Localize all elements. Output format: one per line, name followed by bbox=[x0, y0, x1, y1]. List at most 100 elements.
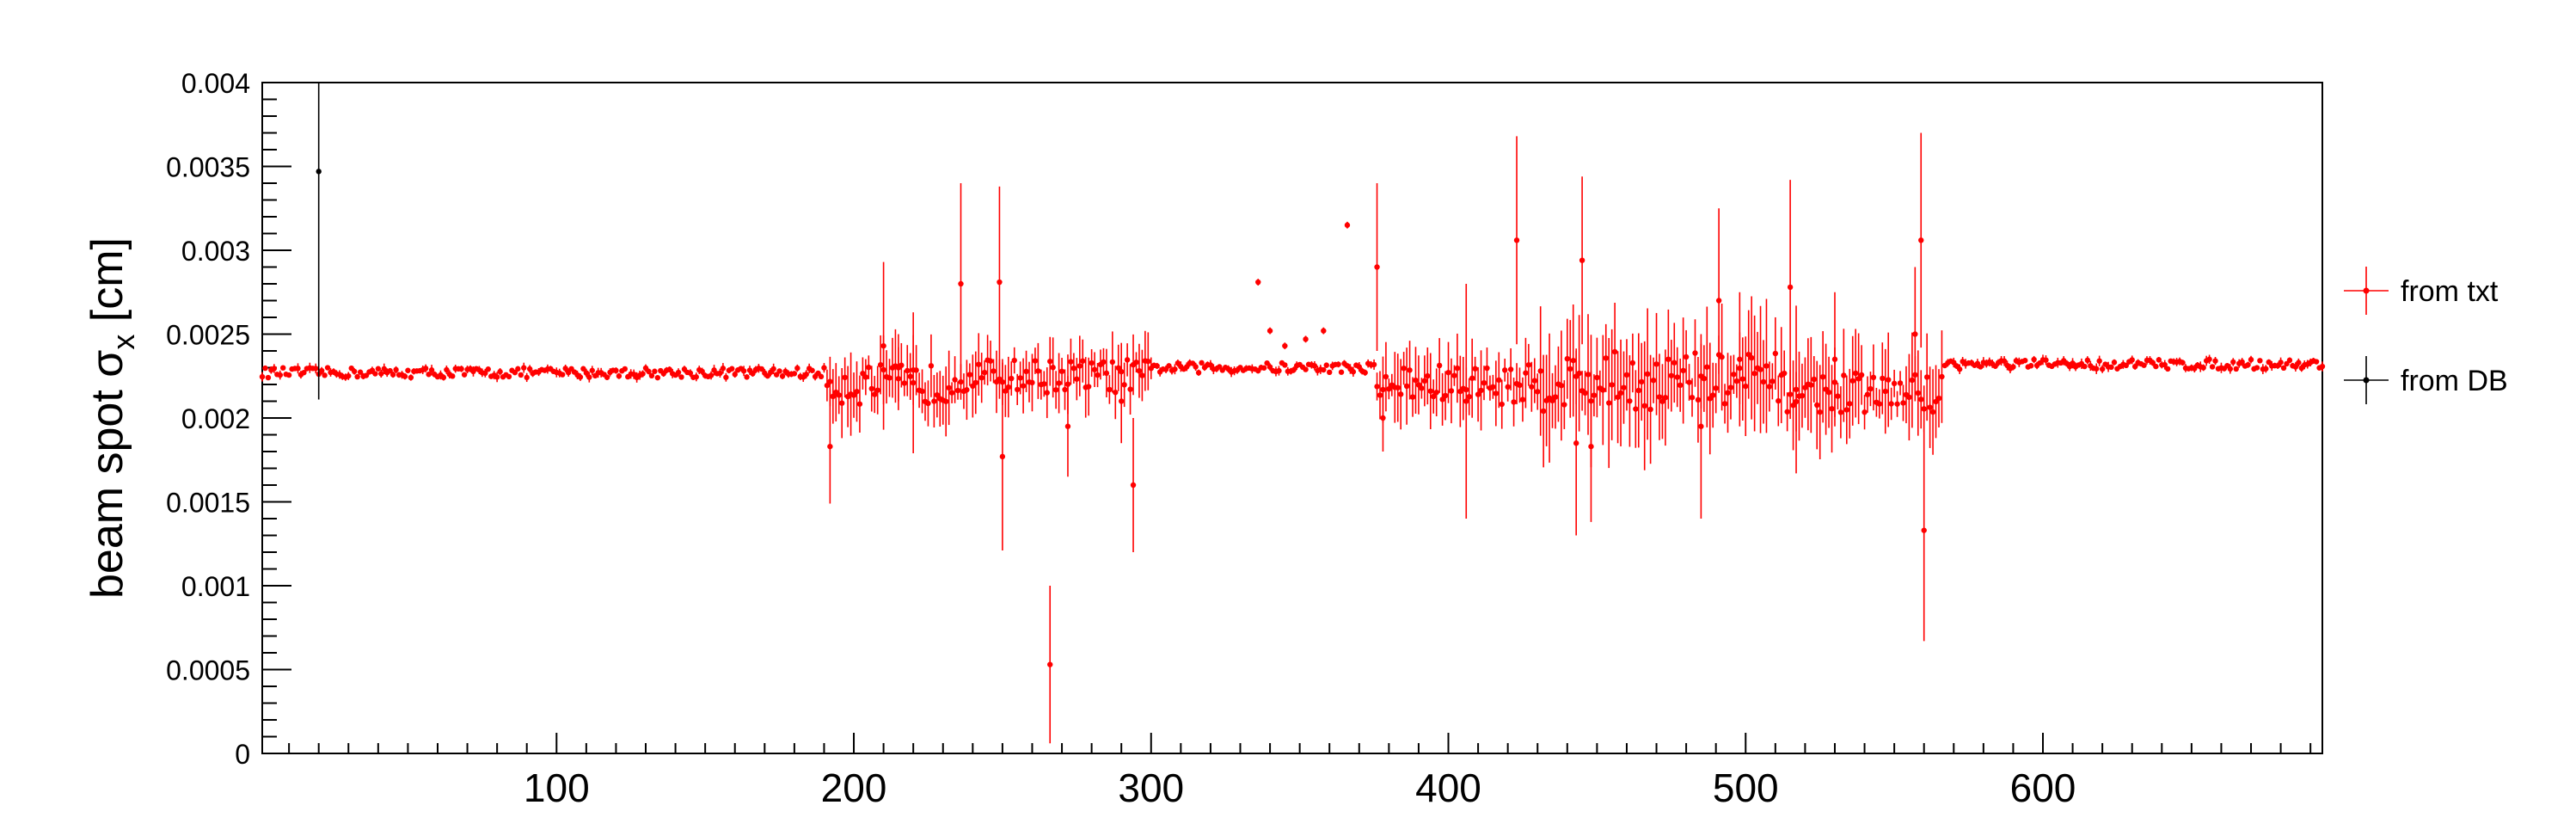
data-point bbox=[2082, 363, 2088, 370]
data-point bbox=[1014, 386, 1021, 393]
data-point bbox=[387, 367, 393, 374]
data-point bbox=[2266, 359, 2272, 366]
data-point bbox=[405, 367, 411, 373]
data-point bbox=[1136, 367, 1143, 374]
data-point bbox=[428, 367, 435, 373]
data-point bbox=[1035, 368, 1041, 374]
data-point bbox=[1195, 370, 1202, 376]
data-point bbox=[1573, 440, 1579, 446]
x-tick-label: 500 bbox=[1713, 765, 1779, 810]
data-point bbox=[1282, 342, 1288, 349]
data-point bbox=[1068, 359, 1074, 365]
data-point bbox=[1837, 409, 1844, 415]
data-point bbox=[1062, 386, 1068, 393]
data-point bbox=[1403, 383, 1410, 390]
data-point bbox=[1674, 374, 1680, 380]
data-point bbox=[895, 365, 902, 371]
y-axis-title: beam spot σx [cm] bbox=[83, 237, 141, 599]
data-point bbox=[687, 370, 694, 376]
data-point bbox=[1184, 364, 1190, 370]
data-point bbox=[577, 374, 584, 380]
data-point bbox=[2230, 359, 2236, 366]
data-point bbox=[1089, 360, 1095, 366]
data-point bbox=[1451, 372, 1457, 378]
y-tick-label: 0 bbox=[235, 739, 250, 770]
data-point bbox=[1166, 363, 1172, 369]
data-point bbox=[877, 361, 884, 368]
data-point bbox=[1017, 375, 1023, 381]
data-point bbox=[1829, 406, 1835, 412]
data-point bbox=[262, 365, 268, 372]
data-point bbox=[1095, 372, 1101, 378]
data-point bbox=[2131, 363, 2138, 370]
data-point bbox=[1350, 369, 1357, 375]
data-point bbox=[1600, 387, 1606, 393]
data-point bbox=[1047, 661, 1053, 667]
data-point bbox=[1743, 383, 1749, 390]
data-point bbox=[666, 366, 672, 372]
data-point bbox=[1050, 365, 1056, 371]
data-point bbox=[1540, 408, 1547, 415]
data-point bbox=[1374, 384, 1380, 390]
data-point bbox=[1023, 368, 1029, 375]
data-point bbox=[1386, 385, 1392, 392]
data-point bbox=[1864, 391, 1871, 397]
data-point bbox=[2156, 357, 2162, 363]
legend-label: from txt bbox=[2401, 275, 2499, 308]
data-point bbox=[422, 366, 429, 372]
data-point bbox=[1561, 402, 1567, 408]
data-point bbox=[458, 366, 464, 372]
data-point bbox=[1814, 402, 1820, 409]
data-point bbox=[1085, 384, 1092, 390]
data-point bbox=[1843, 407, 1850, 413]
data-point bbox=[1445, 369, 1451, 376]
data-point bbox=[2296, 360, 2302, 366]
data-point bbox=[1490, 384, 1496, 390]
data-point bbox=[1499, 401, 1505, 408]
data-point bbox=[946, 384, 952, 391]
data-point bbox=[1291, 366, 1297, 373]
data-point bbox=[1513, 237, 1520, 243]
data-point bbox=[764, 372, 770, 379]
data-point bbox=[1107, 386, 1113, 393]
data-point bbox=[2313, 359, 2320, 365]
data-point bbox=[518, 372, 524, 378]
data-point bbox=[1659, 398, 1665, 404]
data-point bbox=[2099, 366, 2106, 372]
data-point bbox=[2108, 364, 2114, 371]
data-point bbox=[1882, 388, 1888, 395]
data-point bbox=[729, 366, 735, 372]
data-point bbox=[654, 374, 661, 381]
y-axis-title-unit: [cm] bbox=[83, 237, 132, 335]
data-point bbox=[1635, 387, 1641, 394]
data-point bbox=[1603, 355, 1609, 361]
legend-marker-dot bbox=[2363, 287, 2370, 294]
data-point bbox=[1615, 394, 1621, 400]
data-point bbox=[1466, 394, 1472, 400]
data-point bbox=[346, 372, 352, 379]
data-point bbox=[357, 369, 364, 375]
data-point bbox=[1255, 279, 1261, 286]
data-point bbox=[2084, 357, 2091, 364]
data-point bbox=[720, 366, 727, 372]
data-point bbox=[1454, 365, 1461, 372]
data-point bbox=[652, 368, 658, 374]
data-point bbox=[999, 453, 1006, 460]
data-point bbox=[1650, 378, 1657, 384]
data-point bbox=[1776, 397, 1782, 404]
data-point bbox=[1790, 403, 1796, 409]
data-point bbox=[997, 279, 1003, 286]
data-point bbox=[1760, 378, 1767, 385]
data-point bbox=[1719, 353, 1725, 360]
data-point bbox=[1564, 355, 1571, 362]
data-point bbox=[324, 365, 331, 371]
data-point bbox=[354, 373, 360, 380]
data-point bbox=[485, 366, 491, 372]
data-point bbox=[699, 368, 705, 375]
data-point bbox=[640, 371, 646, 377]
data-point bbox=[613, 367, 619, 374]
data-point bbox=[1327, 369, 1333, 376]
data-point bbox=[285, 372, 292, 378]
data-point bbox=[1772, 350, 1779, 357]
